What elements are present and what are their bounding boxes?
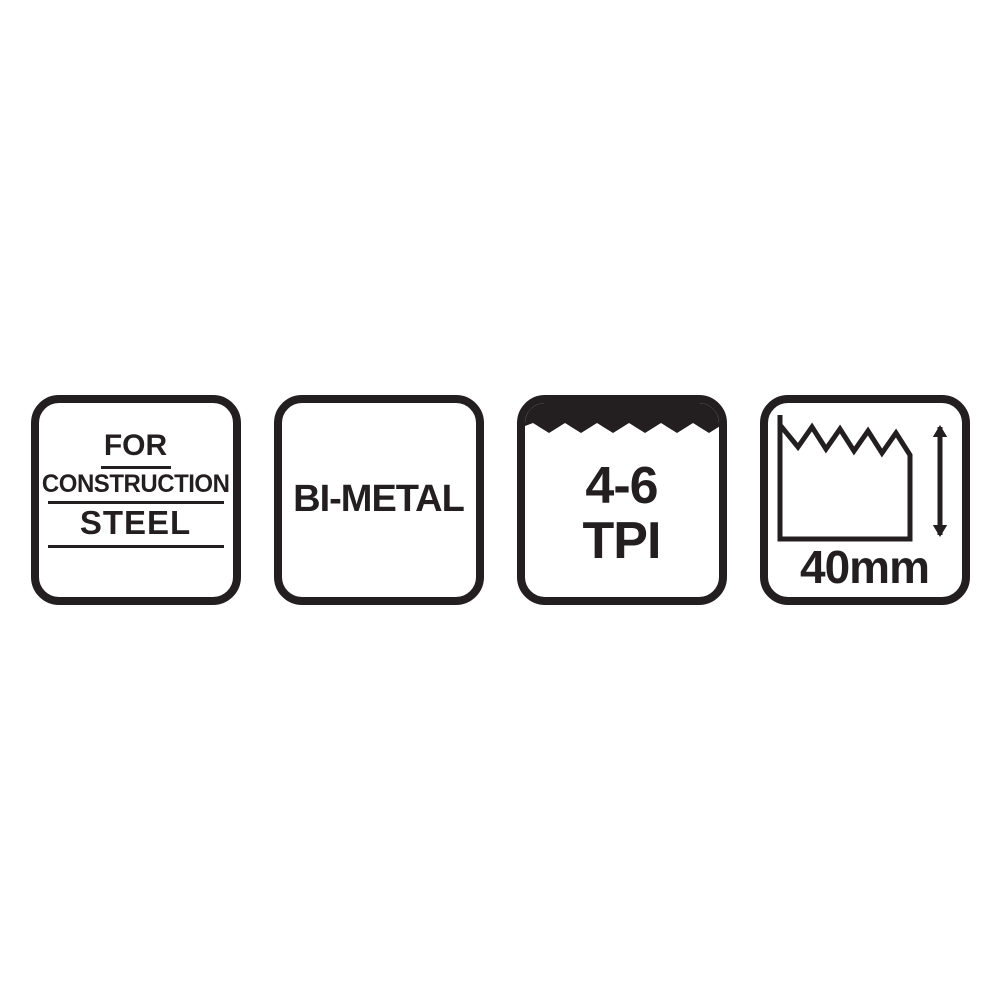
tpi-line1: 4-6 [583, 459, 661, 514]
purpose-text-block: FOR CONSTRUCTION STEEL [38, 430, 233, 547]
purpose-line1: FOR [104, 430, 167, 462]
material-label: BI-METAL [293, 480, 464, 520]
underline-1 [101, 466, 171, 469]
tpi-line2: TPI [583, 514, 661, 569]
underline-3 [48, 545, 224, 548]
purpose-line2: CONSTRUCTION [42, 471, 230, 497]
tile-purpose: FOR CONSTRUCTION STEEL [31, 395, 241, 605]
tile-depth: 40mm [760, 395, 970, 605]
depth-arrow-icon [932, 425, 946, 537]
spec-tiles-row: FOR CONSTRUCTION STEEL BI-METAL 4-6 TPI [0, 0, 1000, 1000]
tile-tpi: 4-6 TPI [517, 395, 727, 605]
purpose-line3: STEEL [80, 506, 191, 541]
tpi-text-block: 4-6 TPI [583, 459, 661, 568]
depth-value: 40mm [768, 543, 962, 591]
tile-material: BI-METAL [274, 395, 484, 605]
